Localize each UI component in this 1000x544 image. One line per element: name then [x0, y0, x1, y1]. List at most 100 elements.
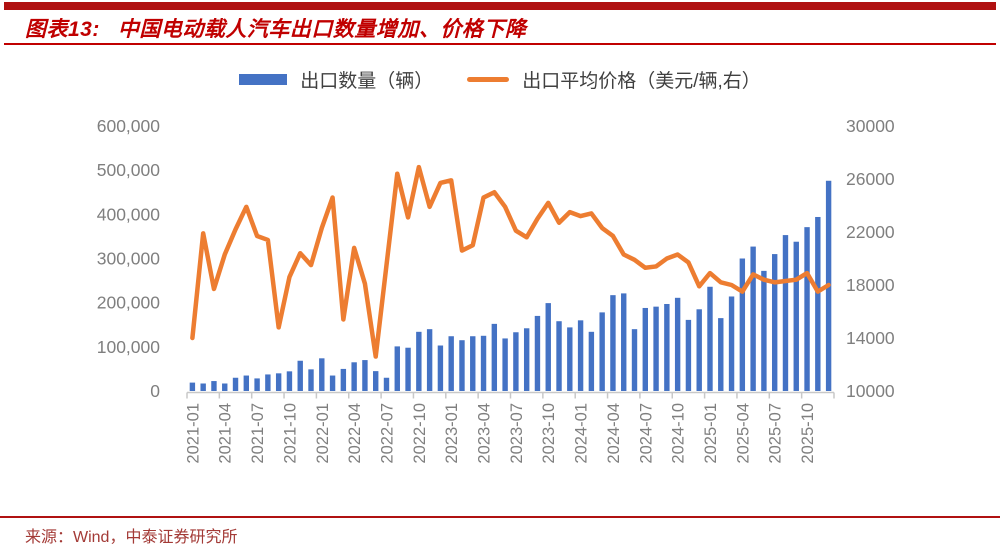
- bar-2025-02: [718, 318, 724, 391]
- bar-2023-02: [459, 340, 465, 391]
- bar-2024-06: [631, 329, 638, 391]
- bar-2024-01: [577, 320, 584, 391]
- bar-2024-08: [653, 306, 659, 391]
- svg-text:2025-10: 2025-10: [799, 403, 817, 464]
- bar-2022-01: [319, 358, 325, 391]
- bar-series-swatch: [239, 73, 288, 85]
- svg-text:600,000: 600,000: [97, 116, 161, 136]
- average-price-line: [190, 164, 831, 359]
- svg-text:10000: 10000: [846, 381, 895, 401]
- bar-2022-11: [426, 329, 433, 391]
- bar-2023-09: [534, 315, 541, 391]
- bar-2024-09: [664, 303, 670, 391]
- bar-2023-10: [545, 303, 551, 391]
- svg-text:2024-04: 2024-04: [605, 403, 623, 464]
- bar-2025-05: [750, 246, 756, 391]
- bar-2021-10: [286, 371, 293, 391]
- svg-text:2023-10: 2023-10: [540, 403, 558, 464]
- bar-2021-02: [200, 383, 206, 391]
- svg-text:400,000: 400,000: [97, 204, 161, 224]
- left-axis-labels: 0 100,000 200,000 300,000 400,000 500,000 600,…: [97, 116, 161, 401]
- svg-text:2025-07: 2025-07: [767, 403, 785, 464]
- bar-2025-07: [771, 254, 778, 391]
- chart-legend: 出口数量（辆） 出口平均价格（美元/辆,右）: [0, 65, 1000, 93]
- bar-2022-07: [383, 377, 390, 391]
- bar-2021-11: [297, 360, 303, 391]
- bar-2022-06: [373, 371, 379, 391]
- figure-title-text: 中国电动载人汽车出口数量增加、价格下降: [117, 18, 527, 41]
- svg-text:2021-10: 2021-10: [281, 403, 299, 464]
- svg-text:500,000: 500,000: [97, 160, 161, 180]
- svg-text:30000: 30000: [846, 116, 895, 136]
- export-quantity-bars: [189, 180, 832, 391]
- svg-text:2021-01: 2021-01: [184, 403, 202, 464]
- bar-2024-07: [642, 307, 648, 391]
- bar-2023-06: [502, 338, 508, 391]
- bar-2022-03: [340, 368, 347, 391]
- bar-2022-10: [416, 331, 422, 391]
- svg-text:2022-07: 2022-07: [378, 403, 396, 464]
- bar-2021-01: [189, 382, 196, 391]
- legend-item-price: 出口平均价格（美元/辆,右）: [467, 66, 761, 93]
- bar-2022-04: [351, 362, 357, 391]
- line-series-swatch: [467, 76, 510, 82]
- svg-text:2023-07: 2023-07: [508, 403, 526, 464]
- bar-2022-08: [394, 346, 400, 391]
- bar-2025-04: [739, 258, 746, 391]
- top-rule: [4, 2, 996, 10]
- x-axis-labels: 2021-01 2021-04 2021-07 2021-10 2022-01 2022-…: [184, 403, 817, 464]
- bar-2024-03: [599, 312, 605, 391]
- svg-text:2021-07: 2021-07: [249, 403, 267, 464]
- bar-2021-09: [275, 373, 282, 391]
- bar-2023-05: [491, 323, 498, 391]
- bar-2021-04: [222, 383, 228, 391]
- bar-2023-07: [513, 332, 519, 391]
- bar-2023-03: [470, 336, 476, 391]
- svg-text:22000: 22000: [846, 222, 895, 242]
- bar-2022-05: [362, 360, 368, 391]
- bar-2023-04: [480, 335, 487, 391]
- svg-text:2024-10: 2024-10: [670, 403, 688, 464]
- bar-2021-05: [232, 377, 239, 391]
- bar-2021-03: [211, 381, 217, 391]
- svg-text:2023-04: 2023-04: [476, 403, 494, 464]
- svg-text:26000: 26000: [846, 169, 895, 189]
- legend-item-quantity: 出口数量（辆）: [239, 66, 433, 93]
- bar-2025-06: [761, 270, 767, 391]
- bar-2021-08: [265, 374, 271, 391]
- bar-2025-10: [804, 227, 810, 391]
- svg-text:200,000: 200,000: [97, 293, 161, 313]
- svg-text:2022-01: 2022-01: [314, 403, 332, 464]
- figure-title: 图表13: 中国电动载人汽车出口数量增加、价格下降: [25, 13, 526, 43]
- bar-2023-12: [567, 327, 573, 391]
- svg-text:2022-10: 2022-10: [411, 403, 429, 464]
- title-rule: [4, 43, 996, 45]
- svg-text:2023-01: 2023-01: [443, 403, 461, 464]
- bar-2024-10: [674, 297, 681, 391]
- bar-2024-02: [588, 331, 595, 391]
- svg-text:2024-01: 2024-01: [573, 403, 591, 464]
- bar-2022-12: [437, 345, 444, 391]
- bar-2023-08: [523, 328, 530, 391]
- legend-label-quantity: 出口数量（辆）: [300, 70, 434, 92]
- x-axis: [186, 391, 835, 399]
- svg-text:14000: 14000: [846, 328, 895, 348]
- svg-text:300,000: 300,000: [97, 249, 161, 269]
- svg-text:0: 0: [150, 381, 160, 401]
- bar-2024-05: [621, 293, 627, 391]
- bottom-rule: [0, 516, 1000, 518]
- source-attribution: 来源：Wind，中泰证券研究所: [25, 529, 238, 544]
- bar-2021-12: [308, 369, 314, 391]
- bar-2025-09: [793, 241, 799, 391]
- bar-2025-03: [728, 296, 735, 391]
- bar-2022-09: [405, 347, 411, 391]
- svg-text:100,000: 100,000: [97, 337, 161, 357]
- legend-label-price: 出口平均价格（美元/辆,右）: [522, 70, 761, 92]
- bar-2023-01: [448, 336, 454, 391]
- bar-2024-11: [685, 319, 692, 391]
- bar-2025-01: [707, 286, 713, 391]
- svg-text:2024-07: 2024-07: [637, 403, 655, 464]
- right-axis-labels: 10000 14000 18000 22000 26000 30000: [846, 116, 895, 401]
